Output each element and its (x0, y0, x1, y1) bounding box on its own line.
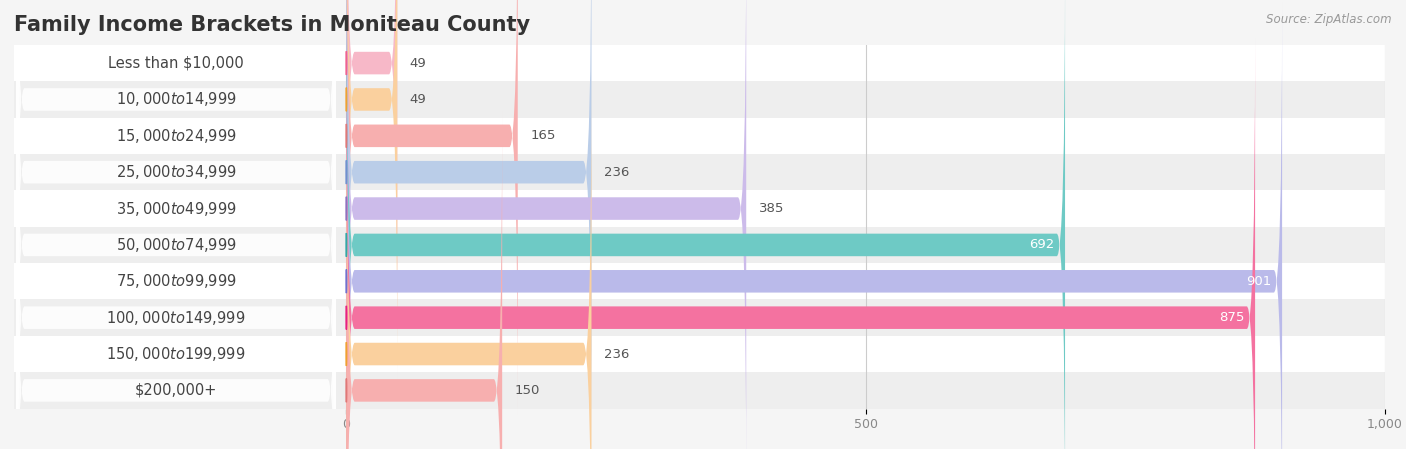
Text: 875: 875 (1219, 311, 1244, 324)
Text: Source: ZipAtlas.com: Source: ZipAtlas.com (1267, 13, 1392, 26)
FancyBboxPatch shape (346, 0, 747, 449)
FancyBboxPatch shape (346, 38, 1256, 449)
FancyBboxPatch shape (15, 38, 336, 449)
FancyBboxPatch shape (346, 0, 1066, 449)
Text: $75,000 to $99,999: $75,000 to $99,999 (115, 272, 236, 291)
FancyBboxPatch shape (15, 0, 336, 379)
FancyBboxPatch shape (14, 372, 1385, 409)
FancyBboxPatch shape (15, 111, 336, 449)
Text: $150,000 to $199,999: $150,000 to $199,999 (107, 345, 246, 363)
FancyBboxPatch shape (346, 75, 592, 449)
FancyBboxPatch shape (346, 0, 398, 343)
Text: $200,000+: $200,000+ (135, 383, 218, 398)
FancyBboxPatch shape (346, 0, 398, 379)
Text: $100,000 to $149,999: $100,000 to $149,999 (107, 308, 246, 327)
Text: 236: 236 (605, 166, 630, 179)
FancyBboxPatch shape (14, 336, 1385, 372)
Text: 49: 49 (409, 57, 426, 70)
FancyBboxPatch shape (14, 118, 1385, 154)
FancyBboxPatch shape (15, 0, 336, 449)
Text: Family Income Brackets in Moniteau County: Family Income Brackets in Moniteau Count… (14, 15, 530, 35)
FancyBboxPatch shape (15, 0, 336, 449)
Text: 692: 692 (1029, 238, 1054, 251)
FancyBboxPatch shape (15, 0, 336, 415)
Text: $15,000 to $24,999: $15,000 to $24,999 (115, 127, 236, 145)
Text: 165: 165 (530, 129, 555, 142)
FancyBboxPatch shape (346, 2, 1282, 449)
Text: $10,000 to $14,999: $10,000 to $14,999 (115, 90, 236, 109)
FancyBboxPatch shape (14, 227, 1385, 263)
Text: 49: 49 (409, 93, 426, 106)
FancyBboxPatch shape (346, 0, 517, 415)
FancyBboxPatch shape (346, 111, 502, 449)
Text: 901: 901 (1247, 275, 1271, 288)
FancyBboxPatch shape (14, 299, 1385, 336)
FancyBboxPatch shape (15, 75, 336, 449)
FancyBboxPatch shape (14, 190, 1385, 227)
Text: $25,000 to $34,999: $25,000 to $34,999 (115, 163, 236, 181)
FancyBboxPatch shape (14, 45, 1385, 81)
Text: 385: 385 (759, 202, 785, 215)
FancyBboxPatch shape (346, 0, 592, 449)
FancyBboxPatch shape (15, 0, 336, 343)
Text: Less than $10,000: Less than $10,000 (108, 56, 245, 70)
FancyBboxPatch shape (14, 263, 1385, 299)
FancyBboxPatch shape (15, 2, 336, 449)
FancyBboxPatch shape (14, 81, 1385, 118)
Text: 150: 150 (515, 384, 540, 397)
Text: $35,000 to $49,999: $35,000 to $49,999 (115, 199, 236, 218)
Text: 236: 236 (605, 348, 630, 361)
Text: $50,000 to $74,999: $50,000 to $74,999 (115, 236, 236, 254)
FancyBboxPatch shape (15, 0, 336, 449)
FancyBboxPatch shape (14, 154, 1385, 190)
